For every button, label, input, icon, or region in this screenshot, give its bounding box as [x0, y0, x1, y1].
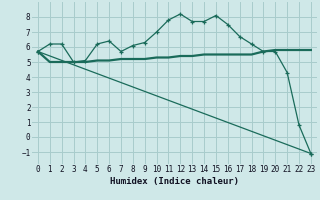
- X-axis label: Humidex (Indice chaleur): Humidex (Indice chaleur): [110, 177, 239, 186]
